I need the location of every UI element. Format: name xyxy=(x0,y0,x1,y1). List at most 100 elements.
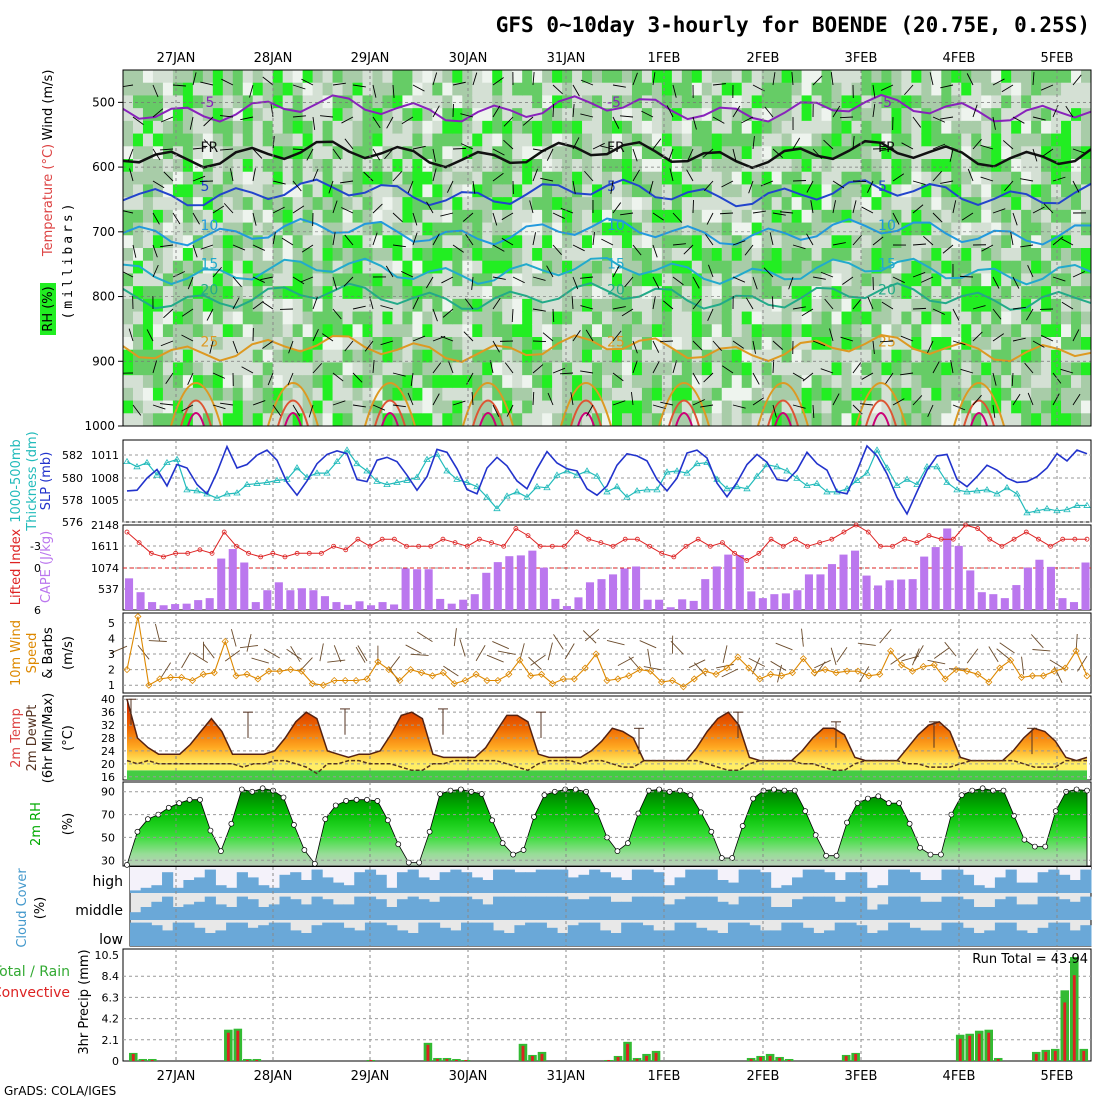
wind-barb xyxy=(252,276,265,283)
wind-barb xyxy=(392,212,403,223)
rh-cell xyxy=(272,133,284,147)
rh-cell xyxy=(621,120,633,135)
cloud-bar xyxy=(226,922,238,946)
rh-cell xyxy=(721,120,733,135)
rh-cell xyxy=(661,273,673,287)
rh-cell xyxy=(432,171,443,186)
cloud-bar xyxy=(685,896,697,920)
rh-cell xyxy=(1041,184,1052,198)
cloud-bar xyxy=(866,887,878,893)
rh-cell xyxy=(1011,133,1022,147)
rh-cell xyxy=(342,311,354,325)
rh-cell xyxy=(192,324,204,338)
rh-cell xyxy=(262,400,274,414)
wind-barb xyxy=(312,168,319,182)
rh-cell xyxy=(1021,311,1032,325)
rh-cell xyxy=(482,260,493,275)
rh-cell xyxy=(402,248,414,262)
wind-barb xyxy=(407,180,414,194)
cloud-bar xyxy=(172,887,184,893)
rh-cell xyxy=(392,248,404,262)
rh-cell xyxy=(1071,413,1082,426)
rh-cell xyxy=(1081,171,1091,186)
rh-cell xyxy=(352,337,364,351)
rh-cell xyxy=(332,413,344,426)
rh-cell xyxy=(731,387,743,402)
cloud-bar xyxy=(140,922,152,946)
rh-cell xyxy=(861,209,873,224)
wind-barb xyxy=(586,404,594,417)
rh-cell xyxy=(282,120,294,135)
wind-barb xyxy=(672,276,684,286)
cloud-bar xyxy=(162,896,174,920)
rh-cell xyxy=(452,70,463,84)
rh-cell xyxy=(502,133,513,147)
cloud-bar xyxy=(535,896,547,920)
rh-cell xyxy=(462,248,473,262)
rh-cell xyxy=(472,400,483,414)
rh-cell xyxy=(492,311,503,325)
rh-cell xyxy=(861,362,873,376)
wind-barb xyxy=(1027,392,1034,406)
wind-barb xyxy=(552,103,555,118)
rh-cell xyxy=(332,222,344,236)
cloud-bar xyxy=(428,901,441,920)
cloud-bar xyxy=(610,933,622,946)
rh-cell xyxy=(412,159,423,173)
rh-cell xyxy=(861,146,873,160)
cape-bar xyxy=(632,566,641,610)
wind-barb xyxy=(612,116,620,129)
rh-cell xyxy=(482,171,493,186)
rh-cell xyxy=(512,273,523,287)
rh-cell xyxy=(841,171,853,186)
rh-cell xyxy=(901,108,912,122)
cloud-bar xyxy=(471,877,483,893)
cape-bar xyxy=(655,599,664,610)
wind-barb xyxy=(385,265,394,278)
rh-cell xyxy=(422,273,433,287)
thickness-point xyxy=(543,483,551,491)
rh-cell xyxy=(342,184,354,198)
cape-bar xyxy=(539,567,548,610)
rh-cell xyxy=(801,387,813,402)
rh-cell xyxy=(651,362,663,376)
wind-barb xyxy=(632,244,642,256)
rh-cell xyxy=(701,222,713,236)
rh-cell xyxy=(372,298,384,313)
rh-cell xyxy=(621,222,633,236)
rh-cell xyxy=(831,108,843,122)
thickness-point xyxy=(603,488,611,495)
wind-barb xyxy=(300,276,314,283)
rh-cell xyxy=(402,171,414,186)
rh-cell xyxy=(991,248,1002,262)
cape-bar xyxy=(851,550,860,610)
rh-cell xyxy=(382,387,394,402)
wind-barb xyxy=(152,244,158,258)
rh-cell xyxy=(951,311,962,325)
rh-cell xyxy=(631,222,643,236)
rh-cell xyxy=(572,197,583,211)
li-point xyxy=(768,536,774,542)
wind10m-point xyxy=(559,675,567,683)
rh-cell xyxy=(1061,298,1072,313)
rh-cell xyxy=(422,362,433,376)
rh-cell xyxy=(552,70,563,84)
rh-cell xyxy=(442,146,453,160)
rh-cell xyxy=(582,171,593,186)
rh-cell xyxy=(891,387,902,402)
rh-cell xyxy=(342,120,354,135)
rh-cell xyxy=(252,171,264,186)
rh-cell xyxy=(282,324,294,338)
wind-barb xyxy=(892,173,905,182)
rh-cell xyxy=(482,298,493,313)
rh-cell xyxy=(422,120,433,135)
rh-cell xyxy=(152,235,164,249)
rh-cell xyxy=(931,184,942,198)
rh2m-point xyxy=(520,847,527,853)
rh2m-point xyxy=(395,841,402,848)
cloud-bar xyxy=(973,885,985,893)
rh-cell xyxy=(262,324,274,338)
wind-barb xyxy=(512,276,525,284)
rh2m-point xyxy=(322,816,329,822)
rh-cell xyxy=(1061,413,1072,426)
